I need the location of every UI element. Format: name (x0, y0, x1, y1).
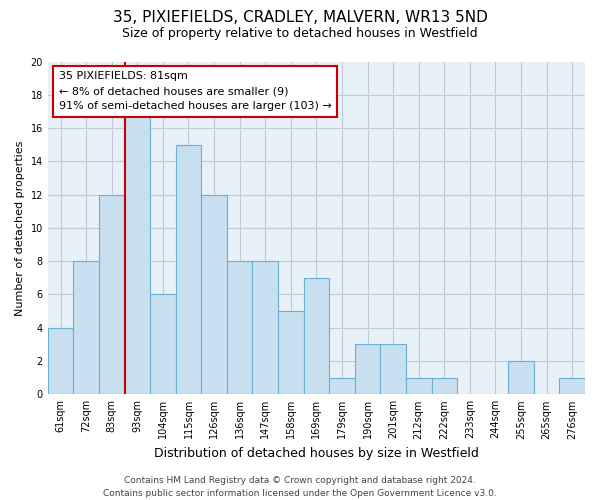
Y-axis label: Number of detached properties: Number of detached properties (15, 140, 25, 316)
Text: 35, PIXIEFIELDS, CRADLEY, MALVERN, WR13 5ND: 35, PIXIEFIELDS, CRADLEY, MALVERN, WR13 … (113, 10, 487, 25)
Text: Size of property relative to detached houses in Westfield: Size of property relative to detached ho… (122, 28, 478, 40)
Bar (99, 194, 125, 394)
Bar (329, 378, 355, 394)
Text: 35 PIXIEFIELDS: 81sqm
← 8% of detached houses are smaller (9)
91% of semi-detach: 35 PIXIEFIELDS: 81sqm ← 8% of detached h… (59, 72, 331, 111)
Bar (253, 261, 278, 394)
Bar (406, 378, 431, 394)
Bar (48, 328, 73, 394)
Bar (355, 344, 380, 395)
X-axis label: Distribution of detached houses by size in Westfield: Distribution of detached houses by size … (154, 447, 479, 460)
Bar (380, 344, 406, 395)
Bar (201, 194, 227, 394)
Bar (278, 311, 304, 394)
Bar (125, 112, 150, 395)
Bar (73, 261, 99, 394)
Bar (508, 361, 534, 394)
Bar (176, 144, 201, 394)
Bar (559, 378, 585, 394)
Text: Contains HM Land Registry data © Crown copyright and database right 2024.
Contai: Contains HM Land Registry data © Crown c… (103, 476, 497, 498)
Bar (150, 294, 176, 394)
Bar (304, 278, 329, 394)
Bar (227, 261, 253, 394)
Bar (431, 378, 457, 394)
